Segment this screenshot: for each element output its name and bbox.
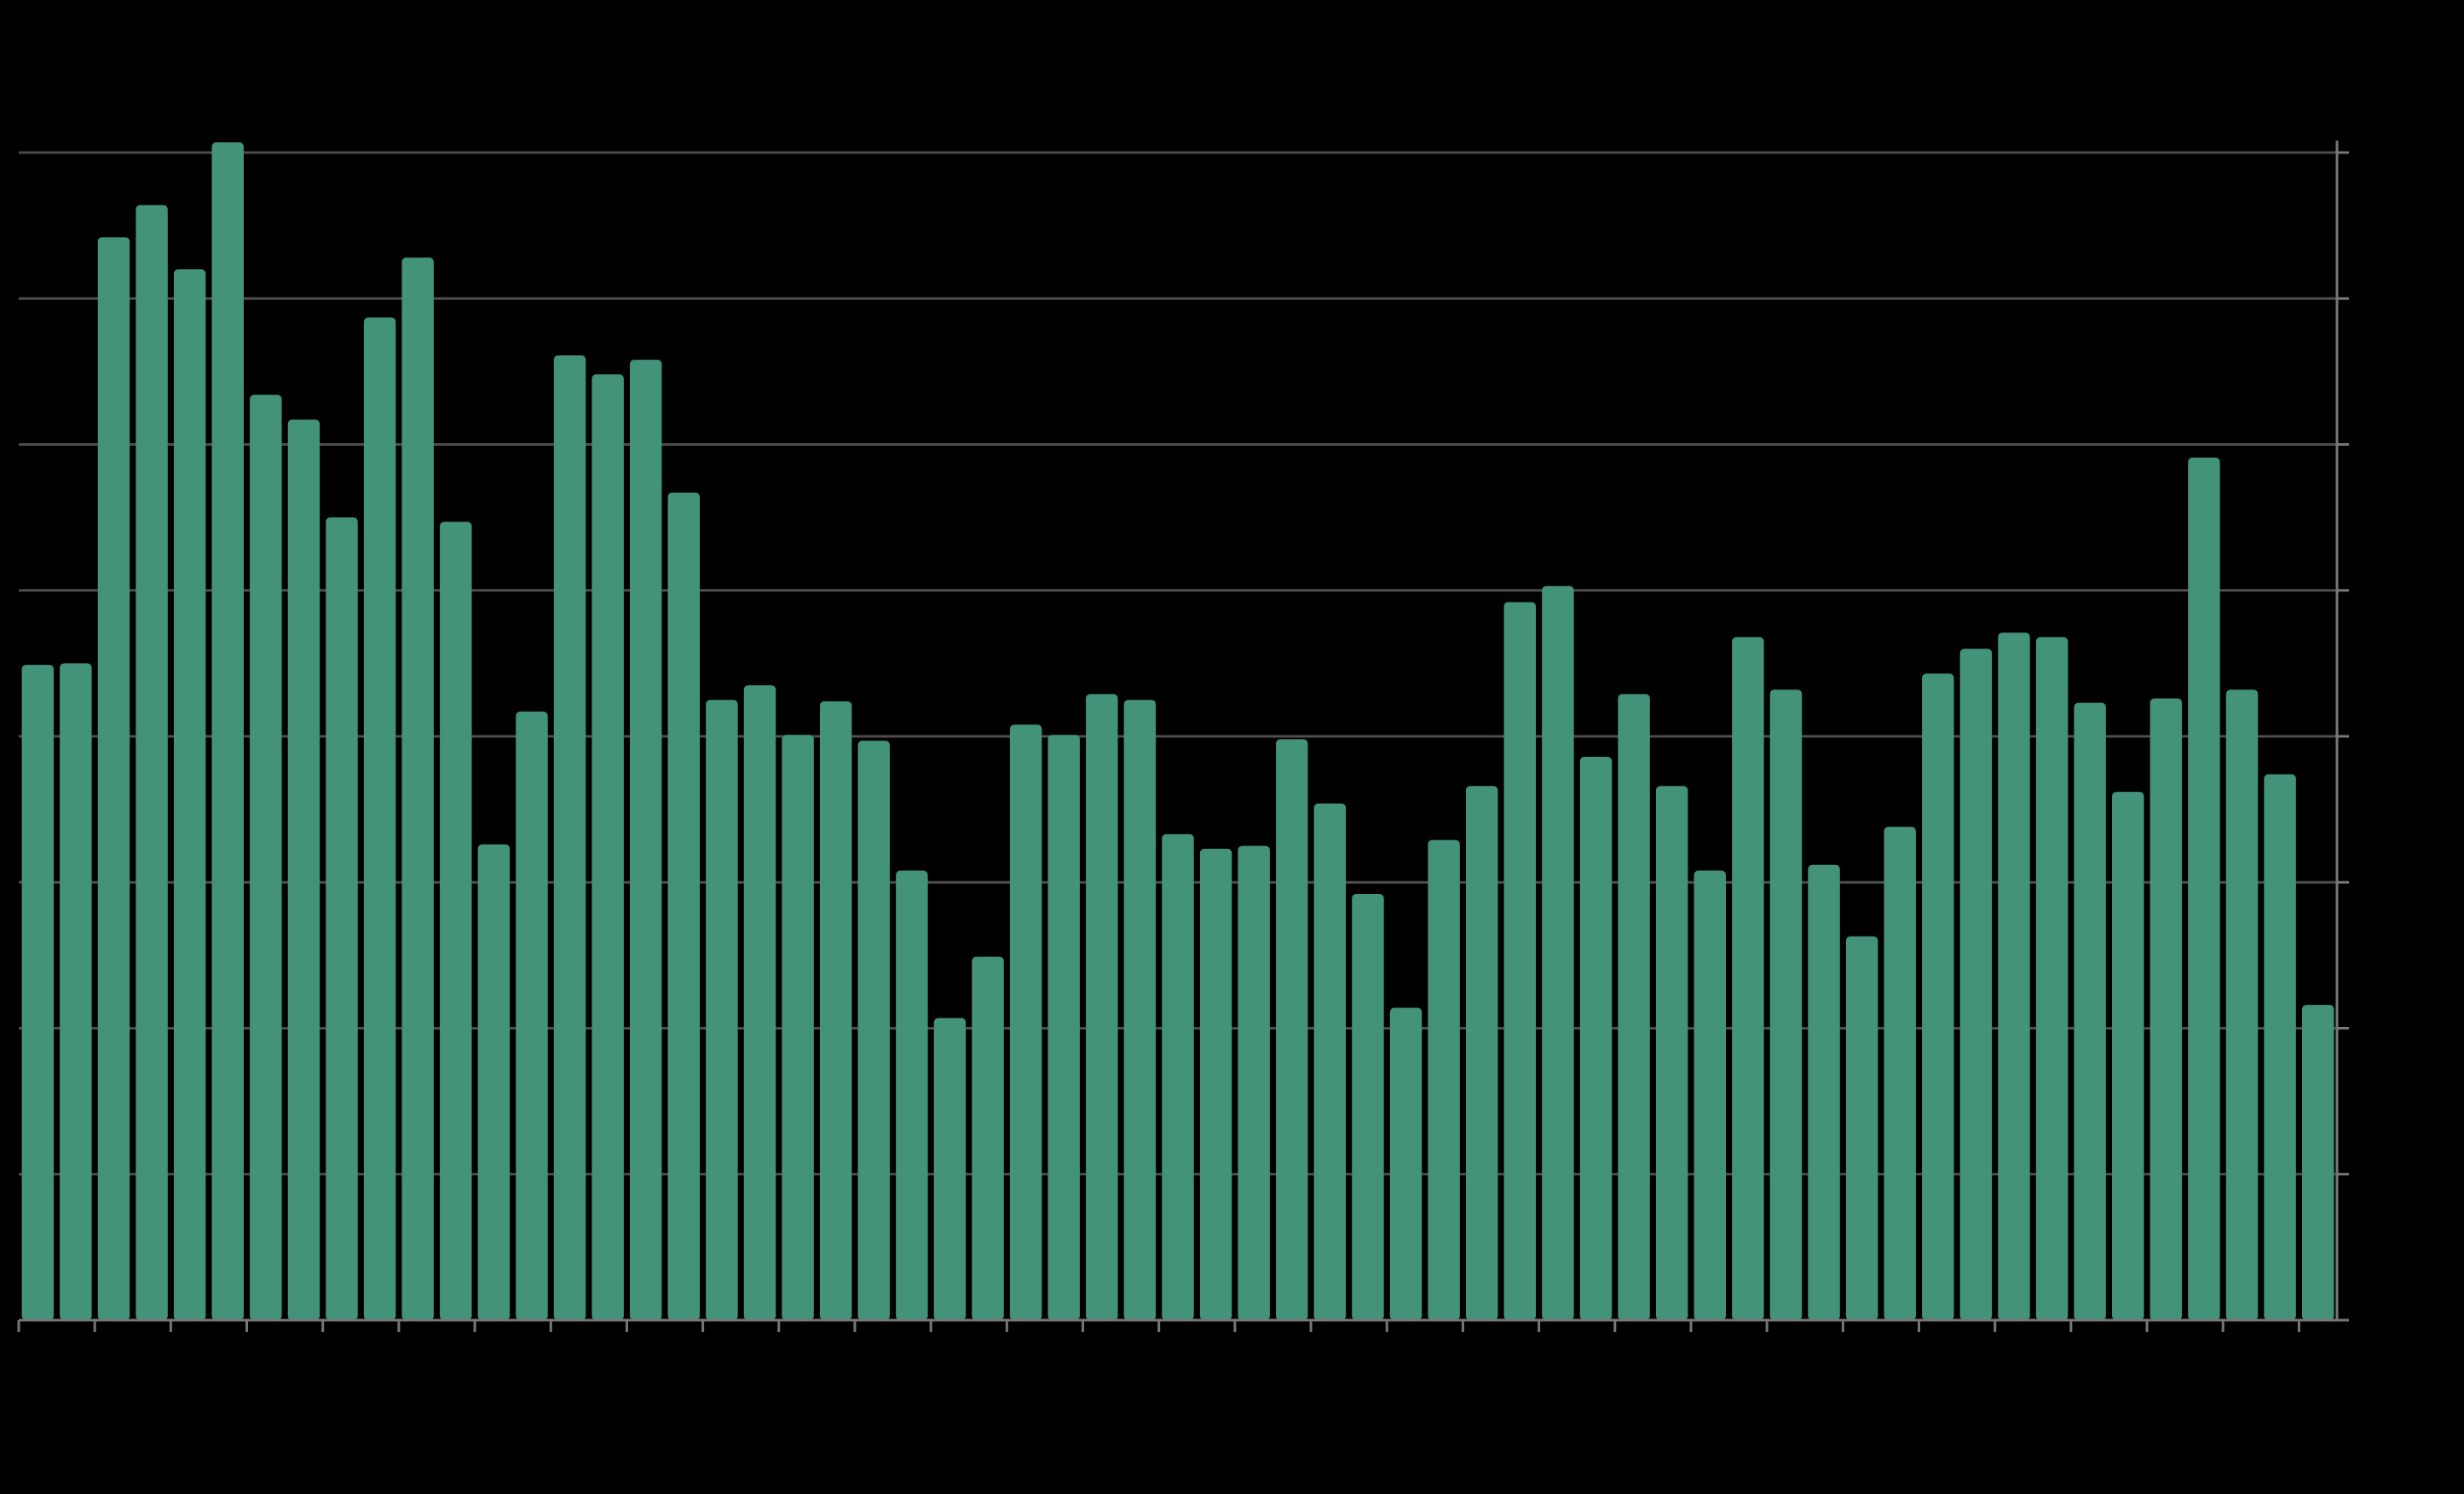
bar	[1618, 694, 1650, 1320]
bar	[401, 257, 434, 1320]
bar	[1579, 756, 1613, 1320]
bar	[363, 317, 396, 1321]
bar	[211, 142, 244, 1321]
bar	[933, 1018, 967, 1320]
bar	[250, 395, 282, 1320]
bar	[287, 419, 320, 1321]
bar	[1732, 637, 1764, 1320]
bar	[1808, 864, 1840, 1320]
bar	[1352, 893, 1384, 1320]
bar	[1884, 827, 1916, 1320]
bar	[1162, 834, 1194, 1320]
y-tick-label: 6	[2356, 430, 2369, 456]
bar	[1959, 649, 1993, 1320]
bar	[819, 701, 852, 1320]
bar	[2150, 698, 2183, 1320]
bar	[1123, 700, 1157, 1320]
bar	[743, 685, 776, 1320]
y-tick-label: 2	[2356, 1013, 2369, 1040]
bar	[1465, 786, 1498, 1320]
bar	[2301, 1005, 2334, 1320]
bar	[1276, 739, 1308, 1320]
bar	[440, 522, 472, 1320]
bar	[591, 374, 624, 1320]
bar	[1199, 848, 1232, 1320]
y-tick-label: 8	[2356, 137, 2369, 164]
bar	[1238, 845, 1270, 1320]
bar	[630, 360, 662, 1320]
bar	[782, 735, 814, 1320]
bar	[1694, 870, 1726, 1320]
bar	[1389, 1007, 1422, 1320]
bar	[1503, 602, 1537, 1320]
bar	[516, 711, 548, 1320]
bar	[1086, 694, 1118, 1320]
bar	[896, 870, 928, 1320]
bar	[1313, 803, 1347, 1320]
bar	[2035, 637, 2069, 1320]
bar	[97, 237, 130, 1321]
bar	[136, 205, 168, 1320]
y-tick-label: 4	[2356, 721, 2369, 747]
bar	[1047, 735, 1080, 1320]
bar	[1542, 585, 1574, 1320]
bar	[1428, 839, 1460, 1320]
bar	[2188, 457, 2220, 1320]
bar	[2225, 689, 2259, 1320]
bar	[60, 663, 92, 1320]
bar	[553, 355, 586, 1321]
bar	[1655, 786, 1688, 1320]
bar	[1922, 673, 1954, 1320]
y-tick-label: 0	[2356, 1305, 2369, 1331]
y-tick-label: 5	[2356, 575, 2369, 602]
bar	[857, 741, 891, 1320]
bar	[21, 665, 55, 1320]
y-tick-label: 3	[2356, 868, 2369, 894]
bar	[706, 700, 738, 1320]
bar	[1769, 689, 1803, 1320]
bar	[477, 844, 511, 1320]
bar	[972, 956, 1004, 1320]
bar	[173, 269, 206, 1320]
bar	[1845, 936, 1878, 1320]
bar	[326, 517, 358, 1320]
y-tick-label: 7	[2356, 284, 2369, 310]
bar	[2074, 702, 2106, 1320]
bar	[1998, 632, 2030, 1320]
bar	[1009, 724, 1042, 1320]
bar	[667, 493, 701, 1320]
y-tick-label: 1	[2356, 1159, 2369, 1185]
bar	[2112, 792, 2144, 1320]
bar	[2264, 774, 2296, 1320]
